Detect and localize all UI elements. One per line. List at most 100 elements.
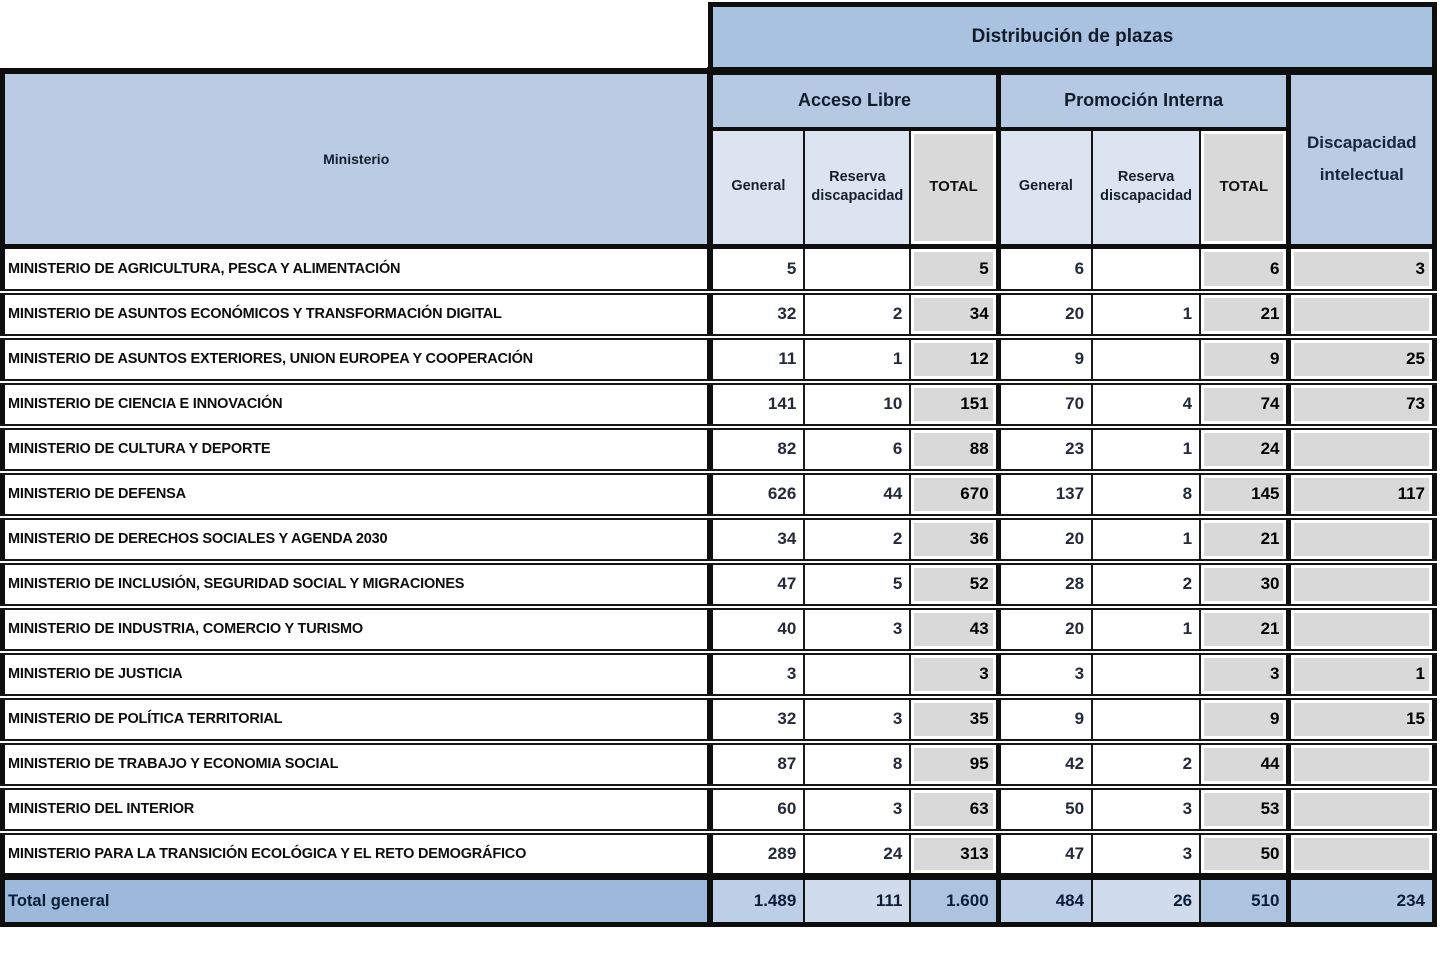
total-pi-general-cell: 484	[995, 873, 1094, 927]
al-general-cell: 5	[707, 246, 806, 295]
al-total-cell: 3	[909, 651, 1000, 700]
al-total-cell: 670	[909, 471, 1000, 520]
discapacidad-header: Discapacidad intelectual	[1286, 69, 1437, 249]
pi-reserva-cell	[1091, 336, 1202, 385]
table-row: MINISTERIO DE DEFENSA 626 44 670 137 8 1…	[0, 471, 1437, 520]
total-pi-reserva-cell: 26	[1091, 873, 1202, 927]
pi-total-cell: 21	[1199, 291, 1290, 340]
pi-total-cell: 44	[1199, 741, 1290, 790]
ministry-name-cell: MINISTERIO DE POLÍTICA TERRITORIAL	[0, 696, 712, 745]
al-reserva-cell: 10	[803, 381, 912, 430]
pi-total-cell: 3	[1199, 651, 1290, 700]
table-body: MINISTERIO DE AGRICULTURA, PESCA Y ALIME…	[0, 246, 1437, 880]
table-row: MINISTERIO DE DERECHOS SOCIALES Y AGENDA…	[0, 516, 1437, 565]
pi-reserva-cell	[1091, 651, 1202, 700]
pi-reserva-cell: 8	[1091, 471, 1202, 520]
pi-general-cell: 20	[995, 291, 1094, 340]
al-total-cell: 95	[909, 741, 1000, 790]
al-total-cell: 313	[909, 831, 1000, 880]
al-reserva-cell: 3	[803, 696, 912, 745]
total-al-reserva-cell: 111	[803, 873, 912, 927]
pi-general-cell: 137	[995, 471, 1094, 520]
table-row: MINISTERIO DE TRABAJO Y ECONOMIA SOCIAL …	[0, 741, 1437, 790]
pi-total-cell: 9	[1199, 696, 1290, 745]
al-reserva-cell: 3	[803, 786, 912, 835]
al-general-cell: 626	[707, 471, 806, 520]
disc-cell: 117	[1286, 471, 1437, 520]
table-row: MINISTERIO DE AGRICULTURA, PESCA Y ALIME…	[0, 246, 1437, 295]
pi-total-cell: 145	[1199, 471, 1290, 520]
disc-cell	[1286, 516, 1437, 565]
al-total-cell: 151	[909, 381, 1000, 430]
ministry-name-cell: MINISTERIO DE AGRICULTURA, PESCA Y ALIME…	[0, 246, 712, 295]
pi-total-cell: 74	[1199, 381, 1290, 430]
ministry-name-cell: MINISTERIO DE CULTURA Y DEPORTE	[0, 426, 712, 475]
al-total-cell: 34	[909, 291, 1000, 340]
al-reserva-cell: 2	[803, 516, 912, 565]
acceso-libre-group-header: Acceso Libre	[707, 69, 1000, 131]
al-reserva-cell: 3	[803, 606, 912, 655]
disc-cell	[1286, 561, 1437, 610]
table-row: MINISTERIO DEL INTERIOR 60 3 63 50 3 53	[0, 786, 1437, 835]
plazas-table: Distribución de plazas Ministerio Acceso…	[0, 2, 1438, 927]
pi-reserva-cell: 2	[1091, 741, 1202, 790]
al-general-cell: 11	[707, 336, 806, 385]
pi-total-cell: 21	[1199, 606, 1290, 655]
table-row: MINISTERIO DE INDUSTRIA, COMERCIO Y TURI…	[0, 606, 1437, 655]
pi-reserva-cell: 1	[1091, 606, 1202, 655]
disc-cell	[1286, 741, 1437, 790]
pi-reserva-cell: 3	[1091, 786, 1202, 835]
ministry-name-cell: MINISTERIO DE ASUNTOS ECONÓMICOS Y TRANS…	[0, 291, 712, 340]
al-reserva-cell: 5	[803, 561, 912, 610]
pi-total-cell: 53	[1199, 786, 1290, 835]
pi-reserva-cell: 1	[1091, 516, 1202, 565]
pi-general-cell: 6	[995, 246, 1094, 295]
pi-general-cell: 23	[995, 426, 1094, 475]
al-general-cell: 47	[707, 561, 806, 610]
pi-reserva-header: Reserva discapacidad	[1091, 127, 1202, 249]
al-total-cell: 43	[909, 606, 1000, 655]
disc-cell	[1286, 426, 1437, 475]
al-total-cell: 52	[909, 561, 1000, 610]
al-general-cell: 87	[707, 741, 806, 790]
pi-total-cell: 50	[1199, 831, 1290, 880]
pi-general-cell: 47	[995, 831, 1094, 880]
al-reserva-cell: 2	[803, 291, 912, 340]
ministry-name-cell: MINISTERIO DE ASUNTOS EXTERIORES, UNION …	[0, 336, 712, 385]
table-row: MINISTERIO DE ASUNTOS ECONÓMICOS Y TRANS…	[0, 291, 1437, 340]
sub-header-row: General Reserva discapacidad TOTAL Gener…	[3, 127, 1435, 249]
total-al-general-cell: 1.489	[707, 873, 806, 927]
pi-general-cell: 9	[995, 336, 1094, 385]
promocion-interna-group-header: Promoción Interna	[995, 69, 1290, 131]
disc-cell: 15	[1286, 696, 1437, 745]
table-row: MINISTERIO DE JUSTICIA 3 3 3 3 1	[0, 651, 1437, 700]
disc-cell	[1286, 606, 1437, 655]
ministry-name-cell: MINISTERIO DE INDUSTRIA, COMERCIO Y TURI…	[0, 606, 712, 655]
ministry-name-cell: MINISTERIO DE TRABAJO Y ECONOMIA SOCIAL	[0, 741, 712, 790]
total-al-total-cell: 1.600	[909, 873, 1000, 927]
ministry-name-cell: MINISTERIO PARA LA TRANSICIÓN ECOLÓGICA …	[0, 831, 712, 880]
table-row: MINISTERIO DE POLÍTICA TERRITORIAL 32 3 …	[0, 696, 1437, 745]
pi-general-cell: 28	[995, 561, 1094, 610]
disc-cell	[1286, 786, 1437, 835]
al-reserva-cell: 1	[803, 336, 912, 385]
title-band-row: Distribución de plazas	[2, 2, 1438, 75]
al-reserva-cell: 6	[803, 426, 912, 475]
pi-total-cell: 9	[1199, 336, 1290, 385]
ministry-name-cell: MINISTERIO DE JUSTICIA	[0, 651, 712, 700]
pi-general-cell: 9	[995, 696, 1094, 745]
pi-total-cell: 21	[1199, 516, 1290, 565]
pi-reserva-cell	[1091, 246, 1202, 295]
disc-cell: 3	[1286, 246, 1437, 295]
al-reserva-cell: 24	[803, 831, 912, 880]
pi-total-cell: 6	[1199, 246, 1290, 295]
al-general-cell: 141	[707, 381, 806, 430]
al-reserva-cell	[803, 651, 912, 700]
total-disc-cell: 234	[1286, 873, 1437, 927]
pi-reserva-cell	[1091, 696, 1202, 745]
table-row: MINISTERIO DE CULTURA Y DEPORTE 82 6 88 …	[0, 426, 1437, 475]
pi-total-cell: 30	[1199, 561, 1290, 610]
al-general-cell: 40	[707, 606, 806, 655]
pi-total-header: TOTAL	[1199, 127, 1290, 249]
